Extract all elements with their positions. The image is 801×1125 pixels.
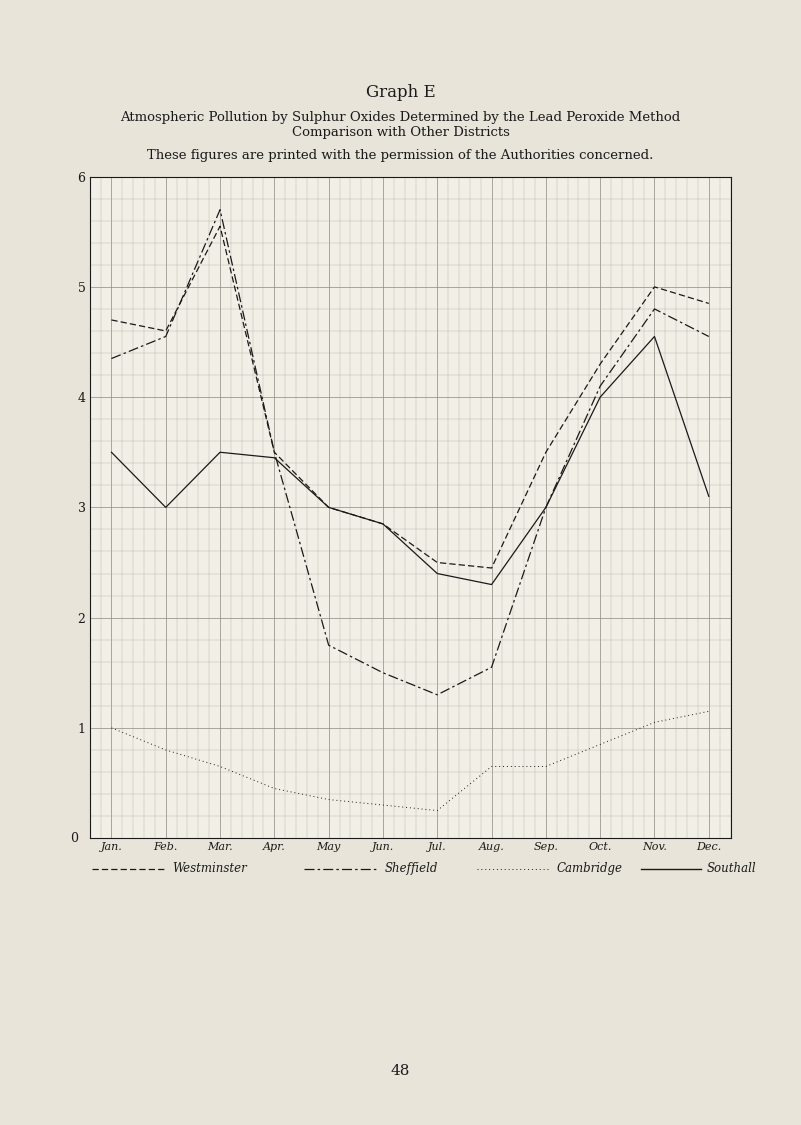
Text: Sheffield: Sheffield	[384, 862, 438, 875]
Text: 48: 48	[391, 1064, 410, 1078]
Text: 0: 0	[70, 831, 78, 845]
Text: Cambridge: Cambridge	[557, 862, 622, 875]
Text: Graph E: Graph E	[365, 83, 436, 101]
Text: These figures are printed with the permission of the Authorities concerned.: These figures are printed with the permi…	[147, 148, 654, 162]
Text: Atmospheric Pollution by Sulphur Oxides Determined by the Lead Peroxide Method: Atmospheric Pollution by Sulphur Oxides …	[120, 110, 681, 124]
Text: Southall: Southall	[706, 862, 756, 875]
Text: Westminster: Westminster	[172, 862, 247, 875]
Text: Comparison with Other Districts: Comparison with Other Districts	[292, 126, 509, 140]
